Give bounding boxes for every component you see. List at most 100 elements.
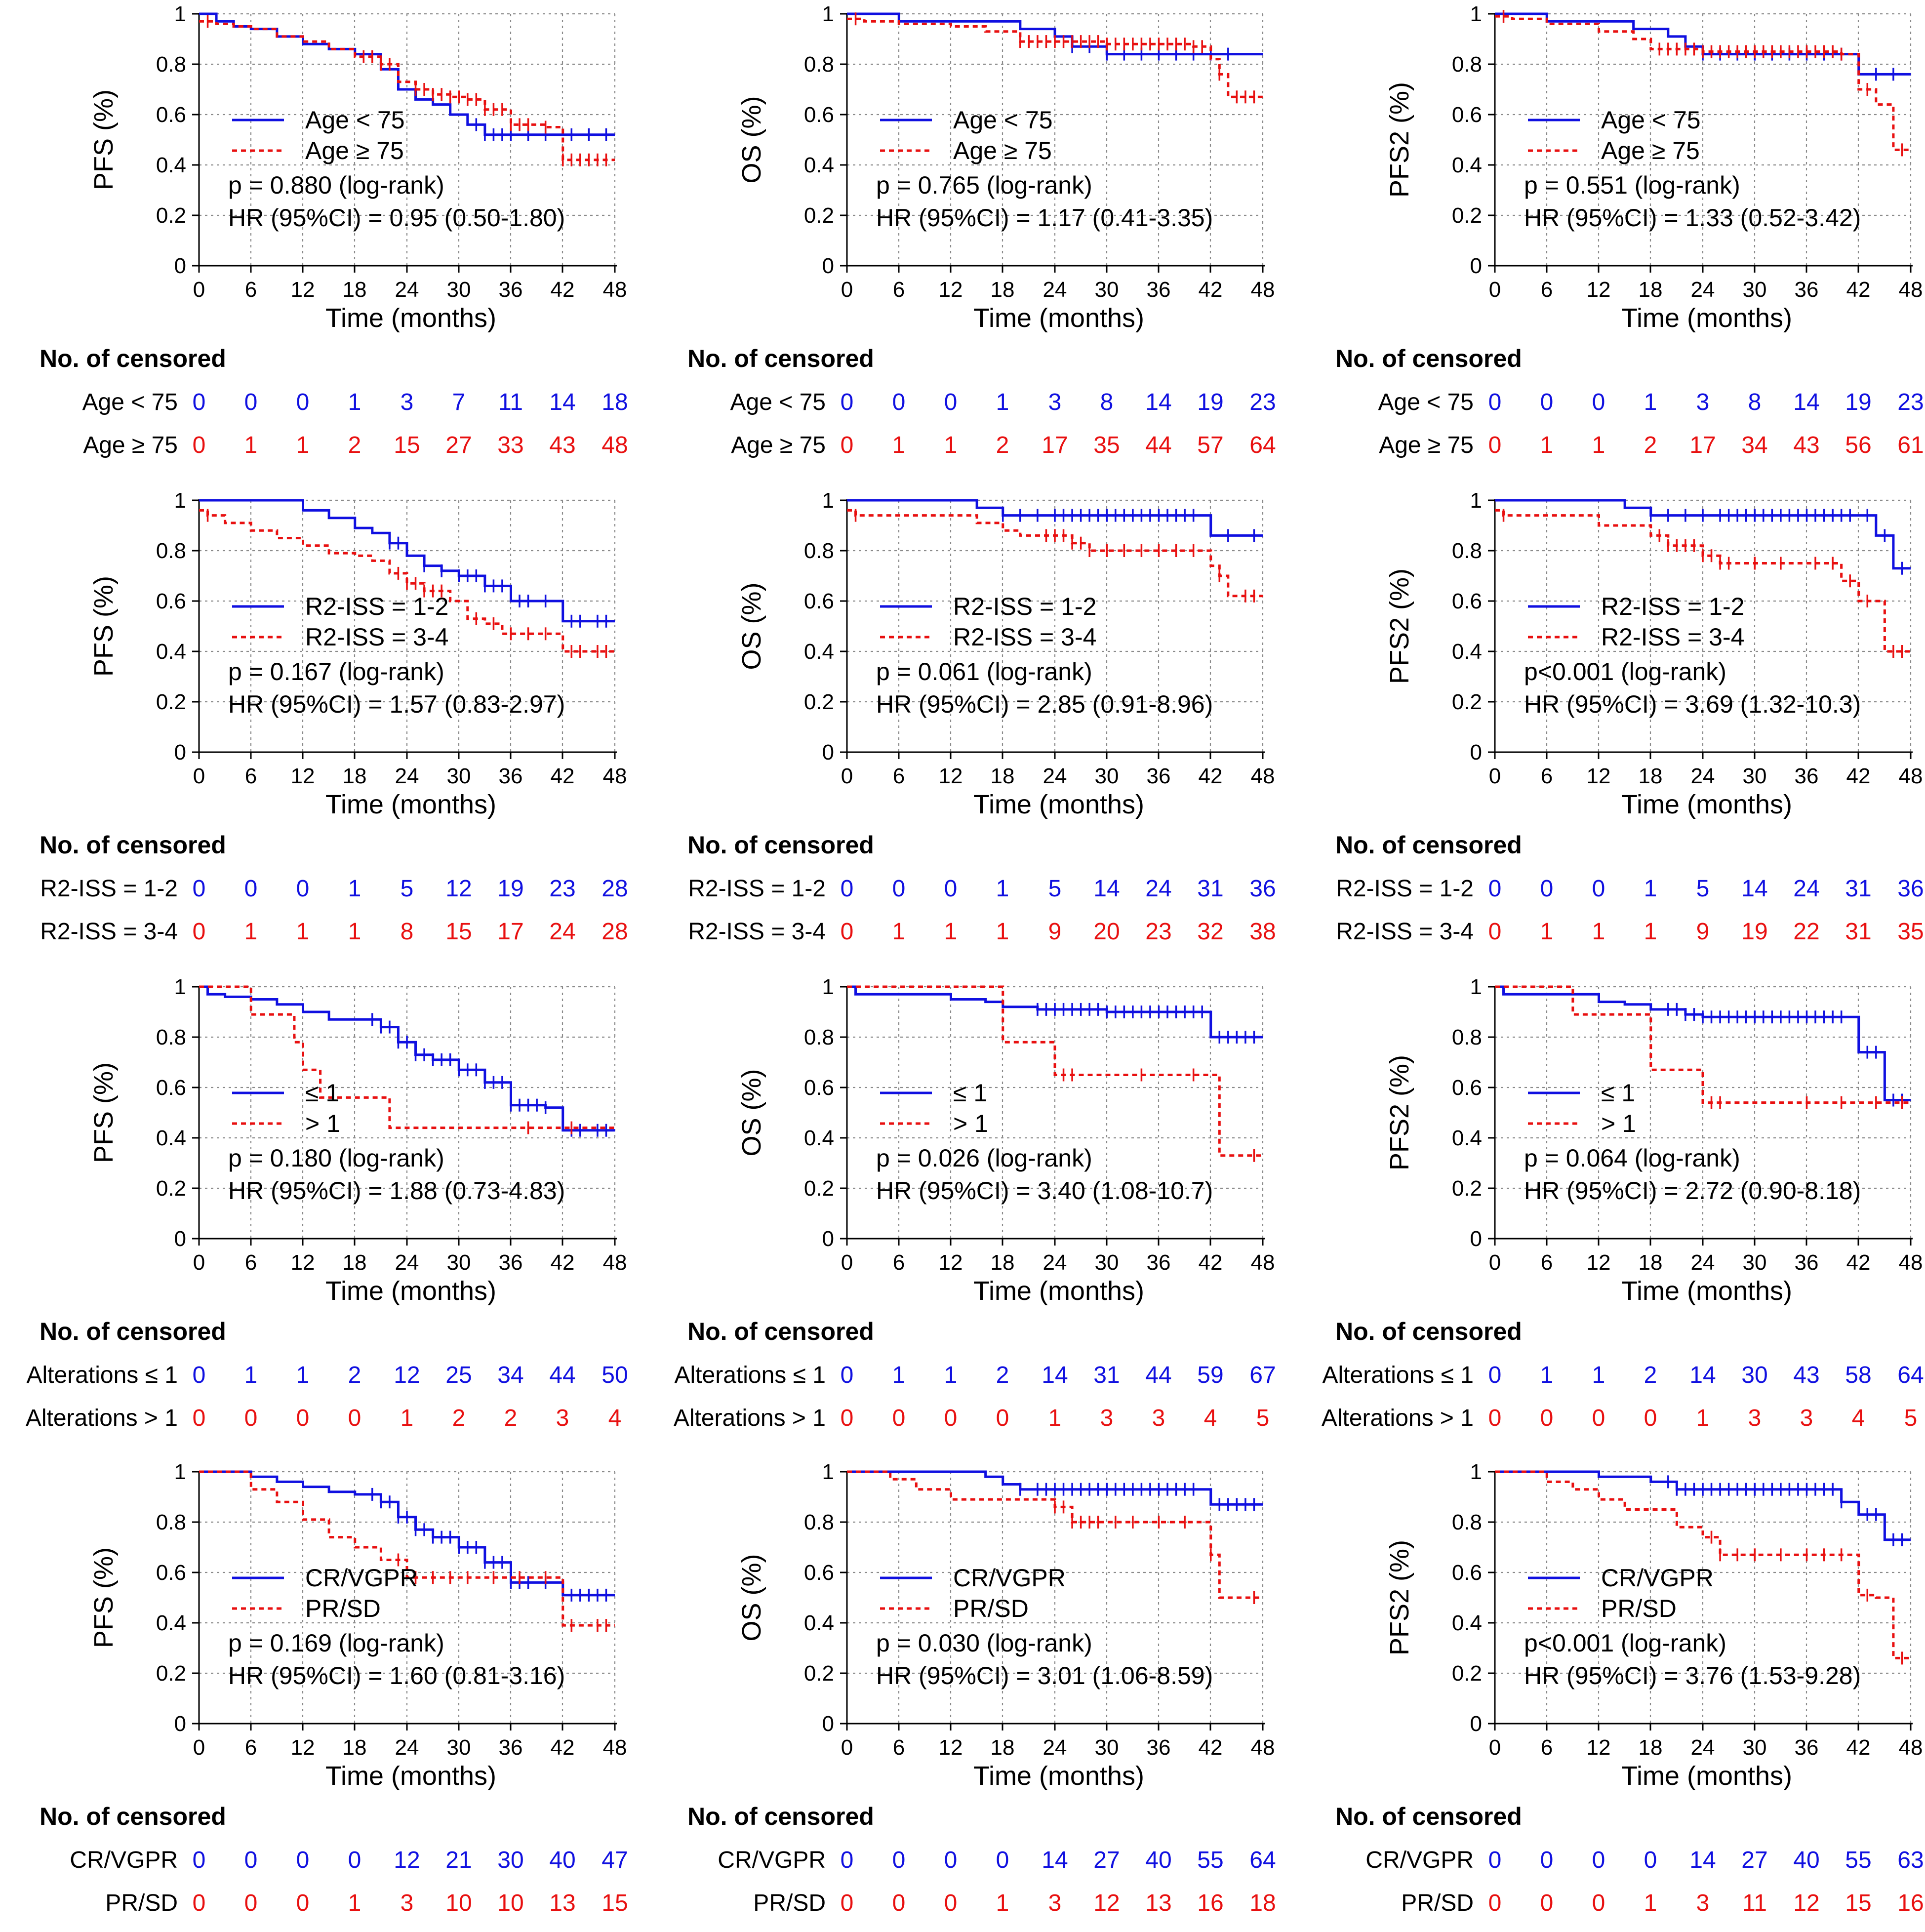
censored-count: 11 <box>498 389 523 415</box>
hazard-ratio-text: HR (95%CI) = 1.33 (0.52-3.42) <box>1524 204 1861 232</box>
y-tick-label: 0.8 <box>156 1510 186 1534</box>
censored-count: 0 <box>841 919 854 945</box>
censored-count: 0 <box>193 1362 206 1388</box>
y-axis-label: PFS (%) <box>89 89 119 190</box>
x-axis-label: Time (months) <box>1621 1761 1792 1791</box>
km-panel-9: 0 6 12 18 24 30 36 42 48 0 0.2 0.4 0.6 0.8 1 Time (mont… <box>1296 973 1924 1447</box>
x-tick-label: 36 <box>1795 1735 1819 1760</box>
censored-count: 4 <box>608 1405 622 1431</box>
y-tick-label: 0.8 <box>1452 1510 1482 1534</box>
y-tick-label: 0 <box>1470 1712 1482 1736</box>
x-tick-label: 36 <box>499 1250 523 1275</box>
censored-count: 1 <box>996 389 1009 415</box>
y-tick-label: 0.4 <box>156 153 186 177</box>
censored-table-title: No. of censored <box>687 1803 874 1830</box>
censored-row-label: Age < 75 <box>1378 389 1474 415</box>
x-tick-label: 42 <box>1846 1735 1871 1760</box>
censored-count: 15 <box>445 919 472 945</box>
censored-count: 3 <box>1048 1890 1062 1916</box>
y-tick-label: 0.4 <box>804 1611 834 1635</box>
censored-count: 67 <box>1249 1362 1276 1388</box>
x-tick-label: 0 <box>1489 278 1501 302</box>
curve-group1 <box>199 1470 615 1597</box>
x-tick-label: 6 <box>1541 1250 1553 1275</box>
curve-group1 <box>1495 1470 1911 1541</box>
censored-count: 0 <box>841 1890 854 1916</box>
legend-label-group1: ≤ 1 <box>1601 1079 1635 1107</box>
x-tick-label: 12 <box>939 278 963 302</box>
censored-count: 55 <box>1197 1847 1223 1873</box>
censored-count: 44 <box>1145 1362 1171 1388</box>
x-tick-label: 48 <box>1251 764 1275 788</box>
y-tick-label: 0 <box>174 254 186 278</box>
x-tick-label: 12 <box>939 1735 963 1760</box>
censored-count: 0 <box>892 1405 906 1431</box>
censored-count: 12 <box>394 1362 420 1388</box>
y-tick-label: 0.6 <box>804 1561 834 1585</box>
x-tick-label: 6 <box>245 764 257 788</box>
y-axis-label: PFS2 (%) <box>1385 1055 1414 1170</box>
x-tick-label: 48 <box>1251 1735 1275 1760</box>
censored-count: 1 <box>1592 919 1605 945</box>
y-tick-label: 0 <box>1470 1227 1482 1251</box>
x-tick-label: 18 <box>343 1735 367 1760</box>
y-tick-label: 1 <box>822 975 834 999</box>
censored-count: 40 <box>1145 1847 1171 1873</box>
censored-count: 10 <box>445 1890 472 1916</box>
censored-count: 15 <box>1845 1890 1871 1916</box>
censored-count: 0 <box>193 389 206 415</box>
legend-label-group1: Age < 75 <box>953 106 1053 134</box>
x-tick-label: 6 <box>893 1250 905 1275</box>
censored-count: 17 <box>1042 432 1068 458</box>
p-value-text: p = 0.551 (log-rank) <box>1524 171 1740 199</box>
censored-table-title: No. of censored <box>40 831 226 859</box>
censored-count: 1 <box>996 876 1009 902</box>
censored-count: 14 <box>1145 389 1171 415</box>
x-tick-label: 42 <box>1199 278 1223 302</box>
hazard-ratio-text: HR (95%CI) = 3.40 (1.08-10.7) <box>876 1177 1213 1205</box>
y-tick-label: 0.8 <box>804 52 834 77</box>
y-tick-label: 0.4 <box>156 640 186 664</box>
y-tick-label: 0.4 <box>1452 1611 1482 1635</box>
x-tick-label: 36 <box>1795 278 1819 302</box>
censored-count: 3 <box>1048 389 1062 415</box>
x-tick-label: 12 <box>291 764 315 788</box>
x-tick-label: 30 <box>1095 1735 1119 1760</box>
x-tick-label: 48 <box>1899 278 1923 302</box>
censored-table-title: No. of censored <box>687 345 874 372</box>
x-tick-label: 42 <box>551 278 575 302</box>
censored-count: 57 <box>1197 432 1223 458</box>
censored-count: 0 <box>996 1405 1009 1431</box>
x-tick-label: 0 <box>841 1735 853 1760</box>
x-tick-label: 12 <box>291 278 315 302</box>
x-tick-label: 48 <box>603 1735 627 1760</box>
curve-group2 <box>1495 15 1911 151</box>
censored-count: 3 <box>1696 1890 1710 1916</box>
x-tick-label: 6 <box>893 764 905 788</box>
censored-count: 0 <box>1592 389 1605 415</box>
x-tick-label: 18 <box>1639 278 1663 302</box>
km-panel-4: 0 6 12 18 24 30 36 42 48 0 0.2 0.4 0.6 0.8 1 Time (mont… <box>0 486 628 961</box>
censored-count: 0 <box>1488 389 1502 415</box>
p-value-text: p = 0.169 (log-rank) <box>228 1629 444 1657</box>
censored-count: 0 <box>296 1847 310 1873</box>
censored-count: 0 <box>1644 1405 1657 1431</box>
censored-count: 19 <box>1741 919 1767 945</box>
curve-group1 <box>199 499 615 623</box>
y-tick-label: 0.6 <box>156 589 186 613</box>
censored-count: 1 <box>996 919 1009 945</box>
y-tick-label: 0.8 <box>156 539 186 563</box>
y-tick-label: 0.8 <box>1452 1025 1482 1049</box>
censored-count: 0 <box>193 919 206 945</box>
censored-count: 19 <box>497 876 523 902</box>
censored-count: 48 <box>602 432 628 458</box>
censored-count: 0 <box>1540 389 1554 415</box>
censored-count: 27 <box>1741 1847 1767 1873</box>
censored-count: 2 <box>1644 1362 1657 1388</box>
y-tick-label: 0.2 <box>156 1661 186 1686</box>
x-axis-label: Time (months) <box>1621 1276 1792 1306</box>
censored-count: 3 <box>556 1405 569 1431</box>
